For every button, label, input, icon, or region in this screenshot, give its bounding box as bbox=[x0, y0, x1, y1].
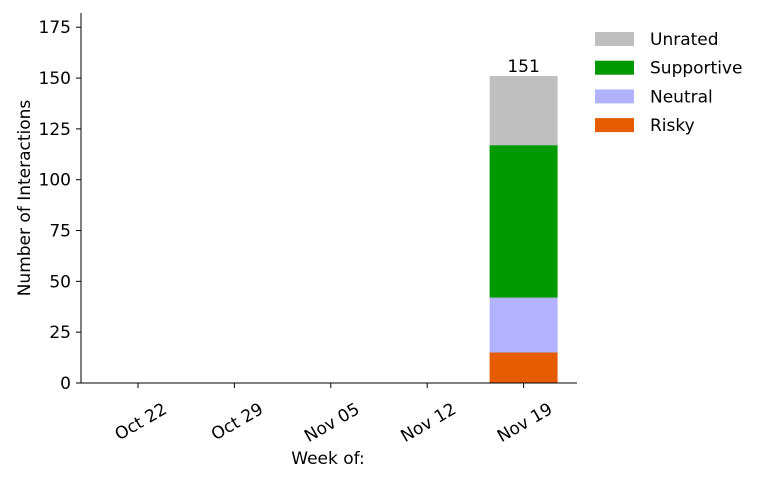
y-tick-label: 125 bbox=[39, 120, 71, 140]
x-tick-label: Oct 29 bbox=[208, 399, 267, 445]
x-tick-label: Nov 12 bbox=[398, 399, 460, 446]
bar-total-label: 151 bbox=[507, 57, 539, 77]
bars bbox=[489, 76, 558, 383]
y-tick-label: 50 bbox=[49, 272, 71, 292]
legend-swatch-risky bbox=[595, 118, 634, 133]
legend-label-neutral: Neutral bbox=[650, 87, 713, 107]
y-tick-label: 0 bbox=[60, 374, 71, 394]
plot-area: 151 0 25 50 75 100 125 150 175 Oct 22 Oct 29 Nov … bbox=[39, 13, 577, 447]
y-tick-label: 175 bbox=[39, 18, 71, 38]
y-tick-label: 75 bbox=[49, 222, 71, 242]
bar-segment-neutral bbox=[489, 297, 558, 353]
y-axis-label: Number of Interactions bbox=[15, 100, 35, 297]
bar-segment-supportive bbox=[489, 145, 558, 298]
x-tick-label: Nov 05 bbox=[301, 399, 363, 446]
x-axis-label: Week of: bbox=[291, 449, 365, 469]
y-tick-label: 25 bbox=[49, 323, 71, 343]
legend-label-supportive: Supportive bbox=[650, 59, 742, 79]
bar-segment-risky bbox=[489, 352, 558, 383]
legend-label-unrated: Unrated bbox=[650, 30, 719, 50]
x-tick-label: Nov 19 bbox=[494, 399, 556, 446]
legend-label-risky: Risky bbox=[650, 116, 695, 136]
y-axis-ticks: 0 25 50 75 100 125 150 175 bbox=[39, 18, 81, 394]
y-tick-label: 150 bbox=[39, 69, 71, 89]
legend: Unrated Supportive Neutral Risky bbox=[595, 30, 742, 136]
legend-swatch-supportive bbox=[595, 60, 634, 75]
x-tick-label: Oct 22 bbox=[112, 399, 171, 445]
bar-total-labels: 151 bbox=[507, 57, 539, 77]
legend-swatch-unrated bbox=[595, 32, 634, 46]
bar-segment-unrated bbox=[489, 76, 558, 146]
y-tick-label: 100 bbox=[39, 171, 71, 191]
x-axis-ticks: Oct 22 Oct 29 Nov 05 Nov 12 Nov 19 bbox=[112, 383, 556, 447]
legend-swatch-neutral bbox=[595, 89, 634, 104]
